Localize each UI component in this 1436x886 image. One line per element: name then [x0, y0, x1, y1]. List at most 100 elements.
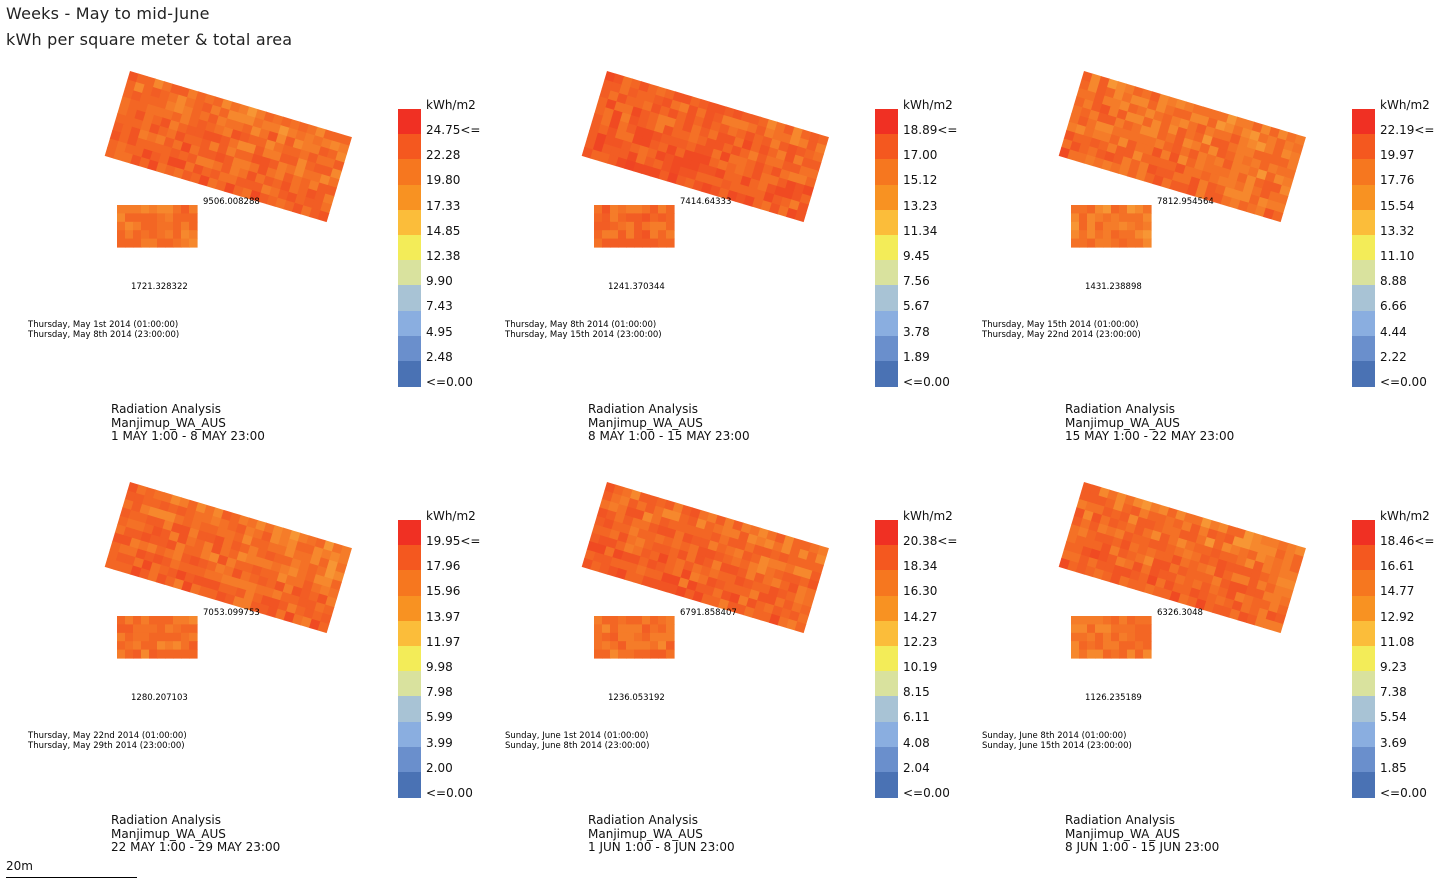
date-range-end: Thursday, May 22nd 2014 (23:00:00)	[982, 330, 1141, 340]
heat-cell	[220, 98, 233, 111]
heat-cell	[1135, 221, 1144, 231]
heat-cell	[703, 173, 716, 186]
heat-cell	[784, 152, 796, 164]
heat-cell	[1058, 146, 1071, 159]
heat-cell	[618, 84, 631, 97]
heat-cell	[622, 103, 635, 116]
heat-cell	[137, 129, 150, 141]
heat-cell	[230, 129, 243, 142]
heat-cell	[767, 147, 779, 159]
heat-cell	[1209, 547, 1222, 560]
heat-cell	[728, 592, 741, 605]
heat-cell	[149, 641, 158, 651]
heat-cell	[658, 105, 671, 118]
heat-cell	[133, 632, 142, 642]
heat-cell	[256, 164, 269, 177]
heat-cell	[133, 230, 142, 240]
heat-cell	[168, 119, 181, 132]
heat-cell	[250, 536, 262, 549]
heat-cell	[656, 525, 669, 537]
legend-tick-label: 3.99	[426, 735, 453, 750]
heat-cell	[584, 549, 596, 562]
heat-cell	[1259, 599, 1272, 612]
heat-cell	[1127, 632, 1136, 642]
heat-cell	[1105, 114, 1118, 127]
heat-cell	[265, 167, 278, 180]
heat-cell	[262, 558, 274, 571]
heat-cell	[1257, 607, 1269, 620]
heat-cell	[200, 166, 213, 179]
heat-cell	[275, 133, 288, 146]
heat-cell	[1082, 509, 1095, 522]
heat-cell	[1178, 118, 1191, 131]
heat-cell	[160, 145, 173, 157]
heat-cell	[1081, 71, 1094, 83]
heat-cell	[1193, 159, 1206, 172]
heat-cell	[1168, 563, 1181, 575]
heat-cell	[1245, 585, 1257, 598]
heat-cell	[718, 534, 731, 547]
heat-cell	[1181, 137, 1194, 150]
heat-cell	[655, 86, 668, 98]
heat-cell	[181, 221, 190, 231]
legend-tick-label: 7.43	[426, 299, 453, 314]
heat-cell	[306, 535, 318, 548]
heat-cell	[1151, 146, 1164, 159]
heat-cell	[708, 157, 721, 169]
heat-cell	[1206, 528, 1219, 541]
footer-title: Radiation Analysis	[588, 402, 698, 416]
heat-cell	[323, 129, 335, 142]
heat-cell	[174, 130, 187, 143]
heat-cell	[1135, 632, 1144, 642]
heat-cell	[601, 79, 614, 92]
heat-cell	[594, 649, 603, 659]
heat-cell	[1234, 527, 1247, 540]
heat-cell	[167, 92, 180, 104]
heat-cell	[1260, 535, 1272, 548]
heat-cell	[1263, 207, 1275, 220]
heat-cell	[1119, 539, 1132, 552]
heat-cell	[1149, 502, 1162, 515]
heat-cell	[594, 221, 603, 231]
heat-cell	[1202, 162, 1215, 174]
heat-cell	[1285, 542, 1298, 555]
heat-cell	[743, 606, 756, 618]
heat-cell	[1095, 84, 1108, 97]
heat-cell	[652, 94, 665, 107]
heat-cell	[1160, 588, 1173, 601]
heat-cell	[1119, 649, 1128, 659]
heat-cell	[676, 549, 689, 562]
heat-cell	[808, 542, 821, 555]
roof-small-grid	[117, 205, 198, 248]
heat-cell	[760, 200, 773, 212]
heat-cell	[1188, 176, 1201, 189]
heat-cell	[602, 632, 611, 642]
heat-cell	[732, 520, 744, 532]
heat-cell	[138, 157, 151, 169]
heat-cell	[1204, 153, 1217, 166]
legend-tick-label: 9.98	[426, 660, 453, 674]
heat-cell	[1212, 128, 1225, 141]
legend-swatch	[1352, 721, 1375, 748]
heat-cell	[115, 141, 128, 153]
heat-cell	[1177, 593, 1190, 606]
heat-cell	[769, 549, 782, 562]
heat-cell	[1118, 100, 1131, 113]
heat-cell	[722, 581, 735, 594]
heat-cell	[183, 572, 196, 585]
heat-cell	[695, 518, 708, 531]
legend-swatch	[875, 361, 898, 387]
legend-swatch	[875, 646, 898, 672]
heat-cell	[1175, 126, 1188, 139]
heat-cell	[604, 482, 617, 494]
heat-cell	[653, 122, 666, 135]
heat-cell	[669, 99, 682, 112]
heat-cell	[1080, 135, 1093, 147]
heat-cell	[1071, 230, 1080, 240]
heat-cell	[264, 139, 277, 152]
heat-cell	[646, 558, 659, 571]
heat-cell	[1176, 565, 1189, 578]
heat-cell	[817, 134, 829, 147]
heat-cell	[222, 565, 235, 578]
heat-cell	[317, 210, 330, 223]
